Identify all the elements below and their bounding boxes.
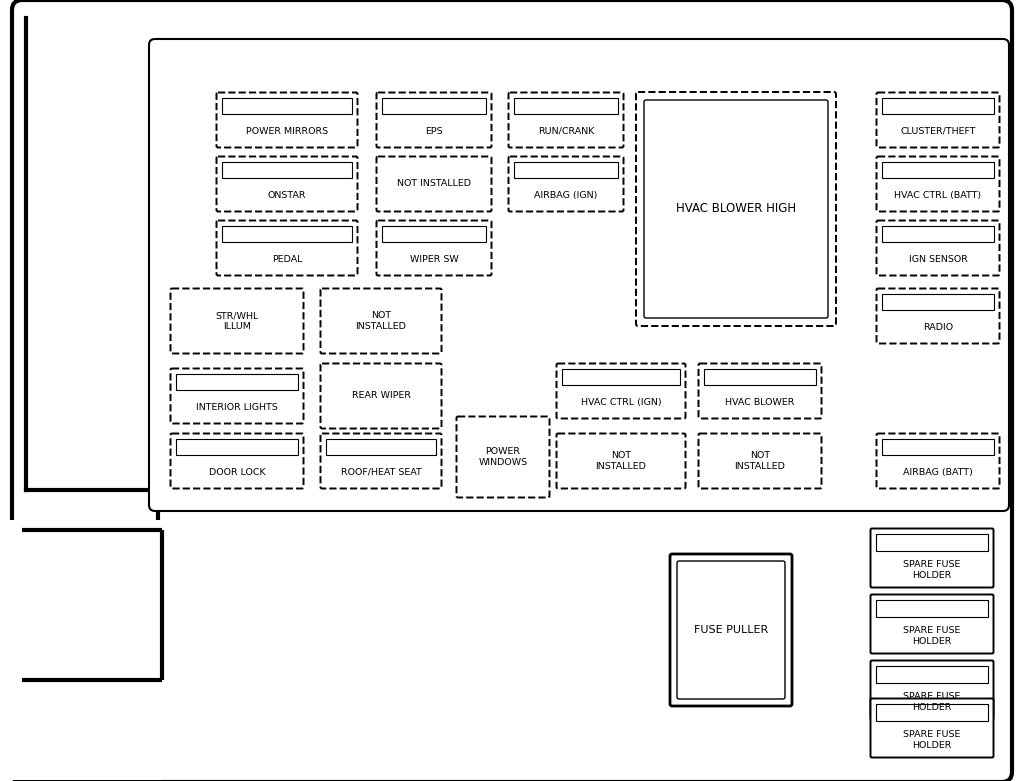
- FancyBboxPatch shape: [670, 554, 792, 706]
- FancyBboxPatch shape: [216, 92, 357, 148]
- Text: IGN SENSOR: IGN SENSOR: [908, 255, 968, 264]
- FancyBboxPatch shape: [171, 433, 303, 488]
- Bar: [882, 226, 994, 241]
- FancyBboxPatch shape: [698, 433, 821, 488]
- FancyBboxPatch shape: [377, 220, 492, 276]
- Bar: [514, 162, 618, 177]
- Bar: [176, 374, 298, 390]
- FancyBboxPatch shape: [556, 363, 685, 419]
- FancyBboxPatch shape: [556, 433, 685, 488]
- FancyBboxPatch shape: [457, 416, 550, 497]
- FancyBboxPatch shape: [677, 561, 785, 699]
- FancyBboxPatch shape: [509, 92, 624, 148]
- Text: SPARE FUSE
HOLDER: SPARE FUSE HOLDER: [903, 626, 961, 646]
- Text: POWER MIRRORS: POWER MIRRORS: [246, 127, 328, 136]
- Bar: [222, 226, 352, 241]
- Text: AIRBAG (BATT): AIRBAG (BATT): [903, 468, 973, 477]
- Text: POWER
WINDOWS: POWER WINDOWS: [478, 448, 527, 467]
- FancyBboxPatch shape: [870, 529, 993, 587]
- Bar: [0, 520, 162, 780]
- Bar: [882, 439, 994, 455]
- FancyBboxPatch shape: [150, 39, 1009, 511]
- Text: PEDAL: PEDAL: [271, 255, 302, 264]
- Text: NOT INSTALLED: NOT INSTALLED: [397, 180, 471, 188]
- Text: NOT
INSTALLED: NOT INSTALLED: [596, 451, 646, 471]
- FancyBboxPatch shape: [216, 220, 357, 276]
- FancyBboxPatch shape: [877, 288, 999, 344]
- FancyBboxPatch shape: [377, 156, 492, 212]
- Text: HVAC BLOWER HIGH: HVAC BLOWER HIGH: [676, 202, 796, 216]
- Text: AIRBAG (IGN): AIRBAG (IGN): [535, 191, 598, 200]
- Text: NOT
INSTALLED: NOT INSTALLED: [734, 451, 785, 471]
- Bar: [876, 534, 988, 551]
- Bar: [876, 600, 988, 617]
- FancyBboxPatch shape: [870, 661, 993, 719]
- Bar: [876, 704, 988, 721]
- Bar: [326, 439, 436, 455]
- FancyBboxPatch shape: [171, 288, 303, 354]
- Bar: [382, 226, 486, 241]
- FancyBboxPatch shape: [644, 100, 828, 318]
- FancyBboxPatch shape: [377, 92, 492, 148]
- Bar: [176, 439, 298, 455]
- FancyBboxPatch shape: [321, 433, 441, 488]
- Bar: [705, 369, 816, 384]
- Text: FUSE PULLER: FUSE PULLER: [694, 625, 768, 635]
- Bar: [882, 162, 994, 177]
- Bar: [882, 98, 994, 113]
- Text: SPARE FUSE
HOLDER: SPARE FUSE HOLDER: [903, 730, 961, 750]
- FancyBboxPatch shape: [877, 220, 999, 276]
- FancyBboxPatch shape: [509, 156, 624, 212]
- FancyBboxPatch shape: [698, 363, 821, 419]
- Text: WIPER SW: WIPER SW: [410, 255, 459, 264]
- Text: HVAC BLOWER: HVAC BLOWER: [725, 398, 795, 407]
- FancyBboxPatch shape: [870, 698, 993, 758]
- Text: STR/WHL
ILLUM: STR/WHL ILLUM: [215, 312, 259, 330]
- FancyBboxPatch shape: [877, 156, 999, 212]
- Bar: [562, 369, 680, 384]
- Text: INTERIOR LIGHTS: INTERIOR LIGHTS: [197, 403, 278, 412]
- Text: HVAC CTRL (IGN): HVAC CTRL (IGN): [581, 398, 662, 407]
- FancyBboxPatch shape: [636, 92, 836, 326]
- FancyBboxPatch shape: [877, 433, 999, 488]
- Bar: [382, 98, 486, 113]
- Bar: [876, 666, 988, 683]
- Text: ROOF/HEAT SEAT: ROOF/HEAT SEAT: [341, 468, 421, 477]
- Bar: [222, 98, 352, 113]
- Text: REAR WIPER: REAR WIPER: [351, 391, 411, 401]
- Text: RADIO: RADIO: [923, 323, 953, 332]
- FancyBboxPatch shape: [877, 92, 999, 148]
- Text: CLUSTER/THEFT: CLUSTER/THEFT: [900, 127, 976, 136]
- FancyBboxPatch shape: [171, 369, 303, 423]
- FancyBboxPatch shape: [321, 288, 441, 354]
- FancyBboxPatch shape: [321, 363, 441, 429]
- Bar: [514, 98, 618, 113]
- Text: RUN/CRANK: RUN/CRANK: [538, 127, 594, 136]
- Bar: [222, 162, 352, 177]
- Text: SPARE FUSE
HOLDER: SPARE FUSE HOLDER: [903, 561, 961, 580]
- FancyBboxPatch shape: [216, 156, 357, 212]
- Text: DOOR LOCK: DOOR LOCK: [209, 468, 265, 477]
- Text: ONSTAR: ONSTAR: [267, 191, 306, 200]
- Text: NOT
INSTALLED: NOT INSTALLED: [355, 312, 407, 330]
- Text: SPARE FUSE
HOLDER: SPARE FUSE HOLDER: [903, 693, 961, 711]
- Text: EPS: EPS: [425, 127, 442, 136]
- Text: HVAC CTRL (BATT): HVAC CTRL (BATT): [894, 191, 982, 200]
- FancyBboxPatch shape: [870, 594, 993, 654]
- Bar: [882, 294, 994, 309]
- FancyBboxPatch shape: [12, 0, 1012, 781]
